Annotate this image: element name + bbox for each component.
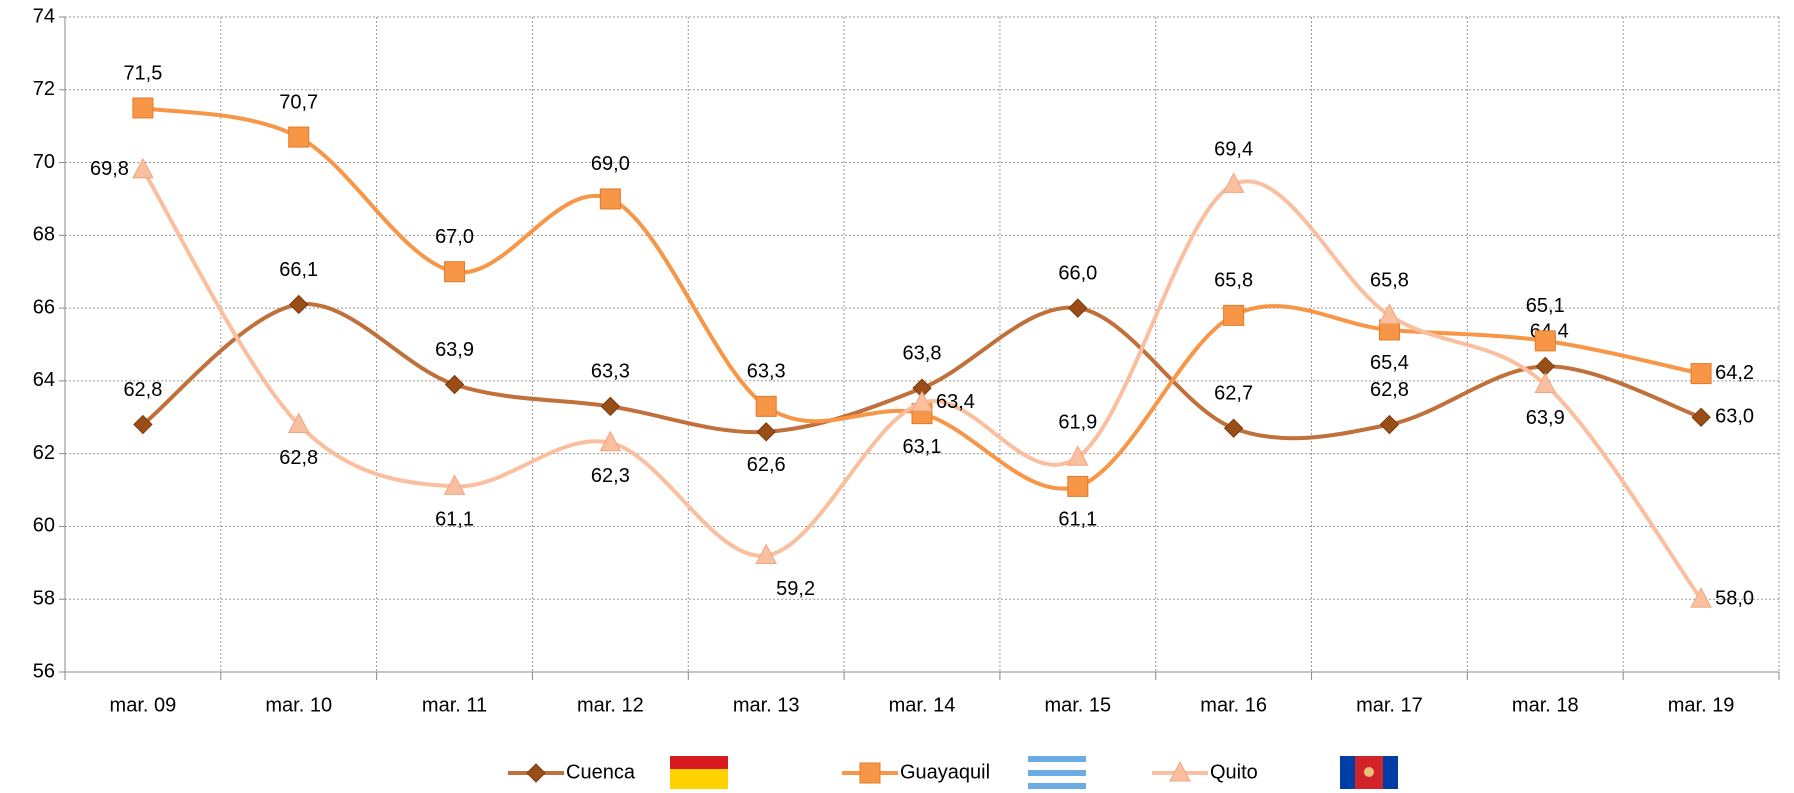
data-label: 65,4 xyxy=(1370,352,1409,374)
data-point xyxy=(1690,363,1712,385)
data-point xyxy=(287,412,310,434)
data-point xyxy=(443,474,466,495)
data-point xyxy=(288,126,310,148)
data-point xyxy=(444,374,465,395)
data-point xyxy=(444,261,466,283)
data-label: 63,1 xyxy=(903,436,942,458)
y-tick-label: 62 xyxy=(33,442,55,464)
data-label: 59,2 xyxy=(776,578,815,600)
flag xyxy=(1028,770,1086,776)
data-label: 65,8 xyxy=(1370,270,1409,292)
data-point xyxy=(1222,172,1245,193)
data-point xyxy=(911,390,933,412)
data-point xyxy=(755,395,777,417)
data-label: 69,0 xyxy=(591,153,630,175)
data-label: 61,9 xyxy=(1058,412,1097,434)
flag xyxy=(670,769,728,789)
data-label: 63,0 xyxy=(1715,406,1754,428)
data-label: 64,2 xyxy=(1715,362,1754,384)
data-label: 62,6 xyxy=(747,454,786,476)
x-tick-label: mar. 11 xyxy=(422,694,487,716)
data-label: 58,0 xyxy=(1715,588,1754,610)
y-tick-label: 72 xyxy=(33,78,55,100)
y-tick-label: 70 xyxy=(33,151,55,173)
legend-label: Quito xyxy=(1210,761,1258,783)
data-label: 62,8 xyxy=(279,447,318,469)
legend-flags xyxy=(670,756,1398,789)
data-point xyxy=(1068,298,1088,318)
y-tick-label: 64 xyxy=(33,369,55,391)
flag xyxy=(1028,783,1086,789)
data-label: 70,7 xyxy=(279,91,318,113)
data-label: 62,3 xyxy=(591,465,630,487)
data-point xyxy=(1223,418,1244,438)
data-label: 63,8 xyxy=(903,342,942,364)
data-point xyxy=(599,430,622,452)
data-label: 63,3 xyxy=(747,361,786,383)
flag xyxy=(1364,767,1374,777)
legend-label: Cuenca xyxy=(566,761,636,783)
y-tick-label: 60 xyxy=(33,515,55,537)
data-label: 69,4 xyxy=(1214,139,1253,161)
y-tick-label: 66 xyxy=(33,296,55,318)
data-label: 69,8 xyxy=(90,158,129,180)
legend-marker xyxy=(1169,760,1191,782)
data-point xyxy=(1691,407,1711,427)
x-tick-label: mar. 15 xyxy=(1044,694,1111,716)
data-label: 67,0 xyxy=(435,226,474,248)
series-line xyxy=(142,106,1702,491)
data-point xyxy=(1379,414,1400,435)
data-label: 63,9 xyxy=(1526,407,1565,429)
data-point xyxy=(1690,587,1712,608)
x-tick-label: mar. 17 xyxy=(1356,694,1423,716)
x-tick-label: mar. 16 xyxy=(1200,694,1267,716)
data-label: 71,5 xyxy=(123,62,162,84)
x-tick-label: mar. 09 xyxy=(110,694,177,716)
legend-marker xyxy=(859,762,881,784)
y-tick-label: 68 xyxy=(33,224,55,246)
data-point xyxy=(1534,372,1557,394)
data-point xyxy=(1378,303,1401,324)
data-point xyxy=(755,543,778,565)
data-point xyxy=(599,188,621,210)
flag xyxy=(1028,756,1086,762)
data-label: 63,3 xyxy=(591,361,630,383)
x-tick-label: mar. 13 xyxy=(733,694,800,716)
data-point xyxy=(1067,475,1089,497)
data-point xyxy=(289,294,309,315)
data-point xyxy=(133,414,153,435)
data-point xyxy=(1223,304,1245,326)
legend-label: Guayaquil xyxy=(900,761,990,783)
x-tick-label: mar. 10 xyxy=(265,694,332,716)
data-point xyxy=(1066,445,1089,466)
y-tick-label: 74 xyxy=(33,5,55,27)
data-label: 61,1 xyxy=(1058,509,1097,531)
data-point xyxy=(132,157,154,179)
data-label: 66,1 xyxy=(279,259,318,281)
data-label: 66,0 xyxy=(1058,262,1097,284)
data-label: 62,8 xyxy=(123,379,162,401)
data-label: 63,4 xyxy=(936,391,975,413)
x-tick-label: mar. 18 xyxy=(1512,694,1579,716)
data-point xyxy=(600,396,621,417)
data-point xyxy=(756,422,776,442)
series-line xyxy=(141,168,1703,601)
data-label: 62,7 xyxy=(1214,382,1253,404)
flag xyxy=(670,756,728,769)
data-point xyxy=(132,97,154,119)
data-label: 65,8 xyxy=(1214,270,1253,292)
data-point xyxy=(1534,330,1556,352)
y-tick-label: 58 xyxy=(33,588,55,610)
x-tick-label: mar. 19 xyxy=(1668,694,1735,716)
data-label: 65,1 xyxy=(1526,295,1565,317)
y-tick-label: 56 xyxy=(33,660,55,682)
legend-marker xyxy=(526,763,546,783)
x-tick-label: mar. 14 xyxy=(889,694,956,716)
x-tick-label: mar. 12 xyxy=(577,694,644,716)
data-label: 61,1 xyxy=(435,509,474,531)
data-label: 63,9 xyxy=(435,339,474,361)
data-label: 62,8 xyxy=(1370,379,1409,401)
